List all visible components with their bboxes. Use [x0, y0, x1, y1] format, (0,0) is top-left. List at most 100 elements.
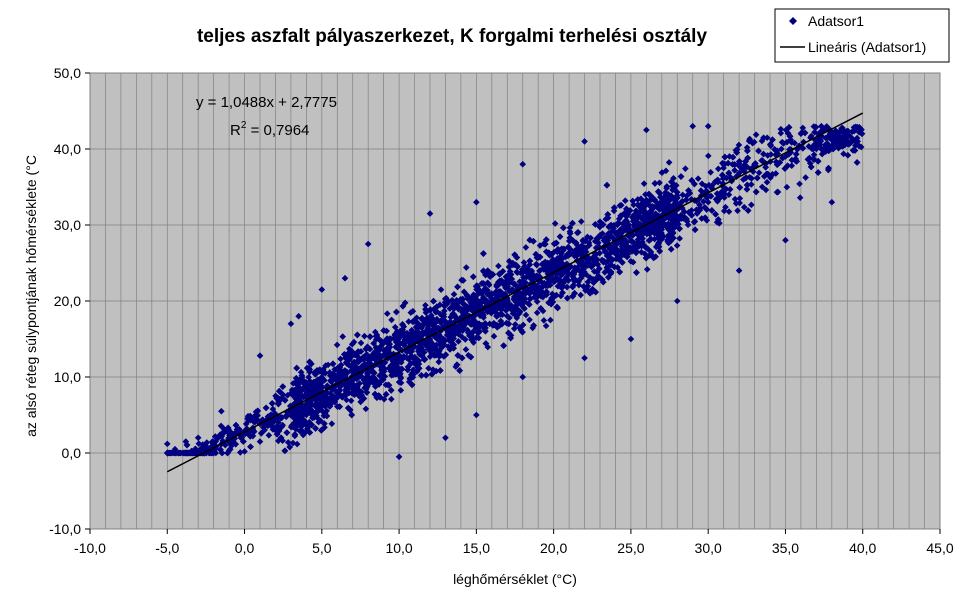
data-point [564, 294, 571, 302]
data-point [641, 250, 649, 258]
data-point [388, 316, 395, 324]
data-point [575, 277, 582, 285]
data-point [371, 375, 379, 383]
data-point [427, 347, 434, 355]
data-point [762, 163, 769, 171]
data-point [810, 151, 818, 159]
data-point [432, 367, 440, 375]
data-point [420, 329, 427, 337]
data-point [490, 321, 498, 329]
data-point [488, 294, 495, 302]
data-point [509, 306, 517, 314]
data-point [480, 267, 487, 275]
data-point [700, 198, 707, 205]
data-point [273, 395, 280, 402]
data-point [596, 218, 604, 225]
data-point [723, 174, 730, 182]
data-point [615, 215, 623, 223]
data-point [769, 171, 776, 178]
data-point [840, 129, 848, 137]
data-point [275, 398, 283, 405]
data-point [653, 220, 660, 227]
data-point [521, 298, 528, 306]
data-point [424, 327, 431, 334]
data-point [450, 331, 458, 339]
data-point [305, 402, 313, 410]
data-point [579, 237, 587, 244]
data-point [355, 356, 363, 363]
data-point [647, 216, 654, 224]
data-point [318, 407, 326, 415]
data-point [382, 391, 390, 398]
data-point [704, 191, 712, 199]
data-point [584, 233, 591, 241]
data-point [361, 332, 368, 340]
data-point [658, 229, 665, 237]
data-point [665, 159, 673, 166]
data-point [251, 412, 258, 420]
data-point [566, 230, 574, 237]
data-point [352, 363, 359, 370]
data-point [392, 338, 400, 346]
data-point [762, 186, 770, 194]
data-point [565, 250, 572, 257]
data-point [277, 434, 285, 442]
data-point [396, 345, 403, 352]
data-point [736, 195, 744, 202]
data-point [549, 298, 557, 306]
data-point [247, 443, 254, 451]
data-point [480, 250, 487, 257]
data-point [372, 344, 380, 351]
data-point [425, 364, 432, 372]
data-point [343, 369, 351, 377]
data-point [453, 361, 461, 369]
data-point [249, 425, 257, 433]
data-point [629, 231, 637, 239]
data-point [616, 228, 623, 235]
data-point [289, 439, 297, 447]
data-point [538, 288, 546, 296]
data-point [822, 148, 829, 155]
data-point [807, 163, 815, 171]
data-point [547, 316, 554, 324]
data-point [540, 317, 548, 324]
data-point [383, 344, 391, 352]
data-point [279, 383, 287, 390]
data-point [490, 307, 497, 314]
data-point [264, 413, 272, 420]
data-point [666, 202, 674, 210]
data-point [777, 129, 785, 137]
data-point [493, 312, 500, 320]
data-point [738, 165, 746, 173]
data-point [642, 254, 650, 262]
data-point [550, 240, 558, 248]
data-point [475, 286, 483, 293]
data-point [232, 440, 239, 448]
data-point [607, 261, 615, 269]
data-point [648, 193, 656, 201]
data-point [313, 407, 321, 415]
data-point [627, 257, 635, 265]
data-point [361, 384, 369, 392]
data-point [614, 221, 621, 228]
data-point [663, 221, 671, 228]
data-point [675, 216, 683, 224]
data-point [799, 144, 807, 152]
data-point [665, 191, 672, 198]
data-point [596, 244, 603, 251]
data-point [643, 266, 651, 273]
data-point [850, 127, 858, 135]
data-point [441, 337, 449, 344]
data-point [329, 360, 337, 368]
data-point [307, 360, 315, 368]
data-point [192, 445, 199, 453]
data-point [360, 356, 368, 363]
data-point [828, 143, 835, 150]
data-point [426, 353, 434, 360]
data-point [743, 185, 751, 193]
data-point [694, 175, 702, 182]
data-point [616, 268, 624, 276]
data-point [469, 328, 477, 336]
data-point [565, 243, 572, 251]
data-point [650, 254, 657, 262]
